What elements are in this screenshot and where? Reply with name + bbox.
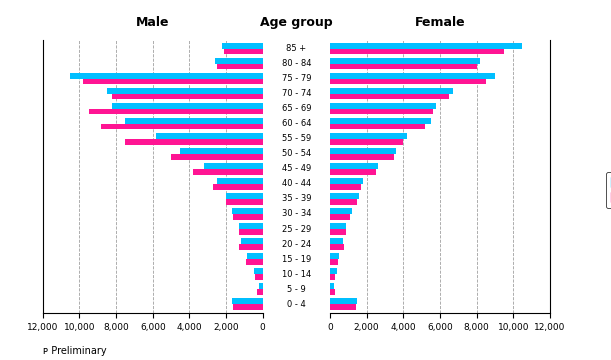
Text: 0 - 4: 0 - 4	[287, 300, 306, 309]
Bar	[232, 298, 263, 304]
Bar	[112, 94, 263, 99]
Bar	[112, 103, 263, 109]
Bar	[330, 184, 361, 190]
Bar	[330, 298, 357, 304]
Bar	[330, 139, 403, 144]
Bar	[101, 124, 263, 130]
Text: 50 - 54: 50 - 54	[282, 149, 311, 158]
Text: 75 - 79: 75 - 79	[282, 74, 311, 83]
Bar	[239, 244, 263, 250]
Bar	[330, 124, 425, 130]
Bar	[83, 79, 263, 84]
Bar	[330, 118, 431, 124]
Bar	[224, 49, 263, 54]
Bar	[222, 43, 263, 49]
Bar	[330, 58, 480, 64]
Bar	[107, 88, 263, 94]
Text: 15 - 19: 15 - 19	[282, 255, 311, 264]
Bar	[330, 163, 378, 169]
Bar	[330, 178, 363, 184]
Text: 85 +: 85 +	[287, 44, 306, 53]
Legend: 2014ᴘ, 2013: 2014ᴘ, 2013	[606, 172, 611, 208]
Bar	[330, 169, 376, 175]
Bar	[330, 214, 350, 220]
Bar	[89, 109, 263, 114]
Bar	[330, 94, 449, 99]
Bar	[259, 283, 263, 289]
Bar	[125, 139, 263, 144]
Text: 35 - 39: 35 - 39	[282, 194, 311, 203]
Bar	[330, 49, 504, 54]
Bar	[180, 148, 263, 154]
Text: 40 - 44: 40 - 44	[282, 179, 311, 188]
Bar	[330, 274, 335, 280]
Bar	[217, 64, 263, 69]
Bar	[330, 208, 352, 214]
Text: 65 - 69: 65 - 69	[282, 104, 311, 113]
Bar	[330, 148, 396, 154]
Bar	[330, 244, 343, 250]
Bar	[241, 238, 263, 244]
Bar	[330, 223, 346, 229]
Bar	[330, 43, 522, 49]
Bar	[330, 64, 477, 69]
Bar	[330, 154, 394, 159]
Bar	[226, 199, 263, 205]
Text: 80 - 84: 80 - 84	[282, 59, 311, 68]
Bar	[330, 88, 453, 94]
Text: ᴘ Preliminary: ᴘ Preliminary	[43, 346, 106, 356]
Text: 10 - 14: 10 - 14	[282, 270, 311, 279]
Bar	[330, 289, 335, 295]
Bar	[70, 73, 263, 79]
Bar	[247, 253, 263, 259]
Bar	[232, 208, 263, 214]
Bar	[330, 229, 346, 235]
Bar	[330, 199, 357, 205]
Text: 30 - 34: 30 - 34	[282, 210, 311, 219]
Bar	[330, 283, 334, 289]
Text: Age group: Age group	[260, 16, 332, 29]
Bar	[215, 58, 263, 64]
Bar	[257, 289, 263, 295]
Bar	[330, 79, 486, 84]
Bar	[156, 133, 263, 139]
Bar	[204, 163, 263, 169]
Bar	[171, 154, 263, 159]
Text: 60 - 64: 60 - 64	[282, 119, 311, 128]
Bar	[330, 269, 337, 274]
Bar	[330, 193, 359, 199]
Bar	[254, 269, 263, 274]
Bar	[330, 259, 338, 265]
Text: Female: Female	[415, 16, 465, 29]
Bar	[193, 169, 263, 175]
Bar	[226, 193, 263, 199]
Bar	[239, 229, 263, 235]
Bar	[213, 184, 263, 190]
Text: 70 - 74: 70 - 74	[282, 89, 311, 98]
Bar	[217, 178, 263, 184]
Bar	[330, 253, 339, 259]
Text: 5 - 9: 5 - 9	[287, 285, 306, 294]
Bar	[255, 274, 263, 280]
Text: Male: Male	[136, 16, 169, 29]
Text: 55 - 59: 55 - 59	[282, 134, 311, 143]
Bar	[125, 118, 263, 124]
Bar	[330, 103, 436, 109]
Bar	[239, 223, 263, 229]
Bar	[330, 73, 495, 79]
Text: 25 - 29: 25 - 29	[282, 225, 311, 234]
Bar	[233, 304, 263, 310]
Bar	[330, 238, 343, 244]
Bar	[330, 109, 433, 114]
Bar	[330, 304, 356, 310]
Bar	[330, 133, 407, 139]
Bar	[233, 214, 263, 220]
Bar	[246, 259, 263, 265]
Text: 45 - 49: 45 - 49	[282, 165, 311, 174]
Text: 20 - 24: 20 - 24	[282, 239, 311, 248]
